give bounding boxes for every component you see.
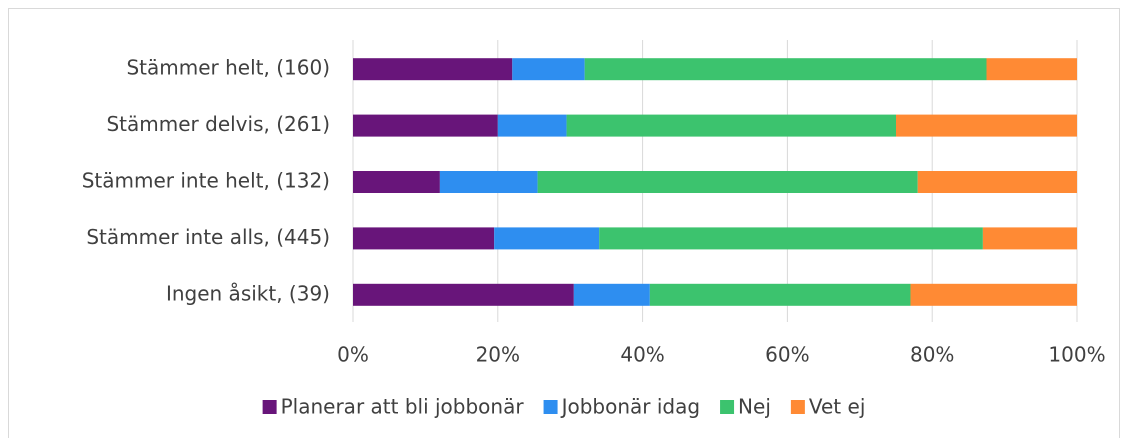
bar-segment — [584, 58, 987, 81]
legend-swatch — [790, 400, 805, 414]
bar-segment — [537, 171, 918, 193]
y-tick-label: Ingen åsikt, (39) — [166, 281, 330, 305]
x-tick-label: 80% — [910, 343, 954, 367]
x-tick-label: 60% — [765, 343, 809, 367]
bar-segment — [439, 171, 538, 193]
bar-segment — [573, 283, 650, 306]
legend-swatch — [720, 400, 735, 414]
y-tick-label: Stämmer inte alls, (445) — [86, 225, 330, 249]
legend-swatch — [262, 400, 277, 414]
bar-segment — [353, 114, 498, 137]
legend-label: Vet ej — [809, 395, 866, 419]
bar-segment — [566, 114, 896, 137]
x-tick-label: 20% — [476, 343, 520, 367]
bar-segment — [353, 227, 495, 250]
y-tick-label: Stämmer helt, (160) — [126, 56, 330, 80]
legend-label: Planerar att bli jobbonär — [281, 395, 525, 419]
bar-segment — [353, 283, 574, 306]
bar-segment — [917, 171, 1077, 193]
bar-segment — [986, 58, 1077, 81]
bar-segment — [353, 171, 440, 193]
bar-segment — [353, 58, 513, 81]
x-tick-label: 40% — [620, 343, 664, 367]
bar-segment — [512, 58, 585, 81]
legend-swatch — [543, 400, 558, 414]
x-tick-label: 100% — [1048, 343, 1105, 367]
bar-segment — [649, 283, 911, 306]
bar-segment — [494, 227, 600, 250]
legend-label: Jobbonär idag — [560, 395, 700, 419]
y-tick-label: Stämmer delvis, (261) — [106, 112, 330, 136]
bar-segment — [982, 227, 1077, 250]
bar-segment — [599, 227, 983, 250]
x-tick-label: 0% — [337, 343, 369, 367]
bar-segment — [910, 283, 1077, 306]
legend-label: Nej — [738, 395, 771, 419]
bar-segment — [896, 114, 1077, 137]
y-tick-label: Stämmer inte helt, (132) — [82, 169, 330, 193]
bar-segment — [497, 114, 567, 137]
